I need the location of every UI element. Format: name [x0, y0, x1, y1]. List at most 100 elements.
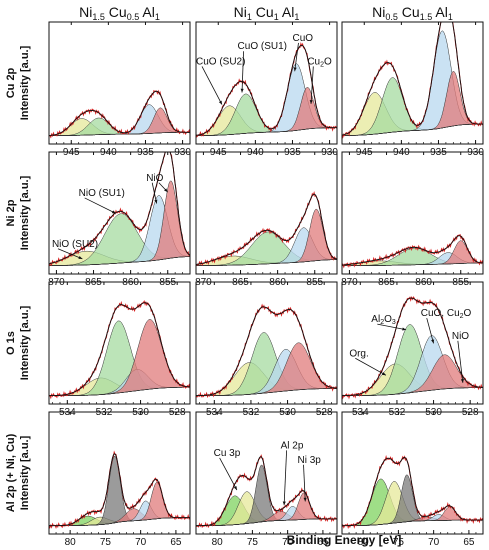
background-line	[49, 517, 190, 527]
x-tick-label: 70	[282, 537, 294, 548]
fit-envelope	[196, 44, 337, 136]
annotation-label: CuO (SU1)	[238, 41, 287, 52]
column-title-element: Al	[139, 4, 155, 20]
panel-frame	[48, 281, 191, 405]
column-title-element: Cu	[398, 4, 420, 20]
row-labels: Cu 2p Intensity [a.u.]Ni 2p Intensity [a.u…	[5, 45, 31, 512]
annotation-arrow	[294, 42, 299, 72]
arrow-head	[154, 199, 158, 204]
annotation-arrow	[457, 340, 464, 383]
annotation-label: CuO (SU2)	[196, 56, 245, 67]
row-label-intensity: Intensity [a.u.]	[19, 305, 31, 380]
annotation-arrow	[355, 357, 387, 376]
column-title-element: Ni	[234, 4, 247, 20]
panel-frame	[195, 281, 338, 405]
column-titles: Ni1.5 Cu0.5 Al1 Ni1 Cu1 Al1 Ni0.5 Cu1.5 Al…	[79, 4, 453, 22]
annotation-label: NiO (SU2)	[52, 239, 98, 250]
annotation-arrow	[241, 51, 244, 93]
arrow-head	[460, 378, 464, 383]
fit-envelope	[196, 456, 337, 527]
fit-envelope	[196, 193, 337, 265]
arrow-head	[111, 210, 116, 214]
fit-envelope	[49, 90, 190, 136]
background-line	[196, 259, 337, 266]
annotation-label: Cu 3p	[214, 448, 241, 459]
row-label-region: Al 2p (+ Ni, Cu)	[5, 433, 17, 512]
column-title-subscript: 1.5	[92, 12, 105, 22]
x-tick-label: 70	[135, 537, 147, 548]
panel-frame	[195, 21, 338, 145]
x-tick-label: 80	[65, 537, 77, 548]
row-label-region: Cu 2p	[5, 67, 17, 98]
column-title-element: Al	[432, 4, 448, 20]
xps-panel: 534 532 530 528	[195, 281, 338, 418]
column-title-subscript: 1	[294, 12, 299, 22]
column-title-element: Ni	[79, 4, 92, 20]
arrow-head	[381, 372, 386, 376]
xps-panel: 945 940 935 930	[341, 21, 484, 158]
panel-frame	[341, 151, 484, 275]
row-label-region: Ni 2p	[5, 199, 17, 226]
arrow-head	[240, 88, 244, 93]
panel-frame	[341, 21, 484, 145]
x-tick-label: 75	[247, 537, 259, 548]
annotation-arrow	[57, 248, 83, 260]
annotation-arrow	[426, 317, 434, 344]
background-line	[342, 387, 483, 397]
fit-envelope	[342, 22, 483, 136]
annotation-label: CuO, Cu2O	[421, 308, 472, 320]
fit-envelope	[342, 456, 483, 527]
x-tick-label: 70	[428, 537, 440, 548]
column-title-subscript: 1	[274, 12, 279, 22]
column-title-subscript: 0.5	[127, 12, 140, 22]
arrow-head	[218, 100, 222, 105]
annotation-label: Cu2O	[307, 56, 332, 68]
x-tick-label: 80	[358, 537, 370, 548]
fit-envelope	[342, 297, 483, 397]
fit-envelope	[49, 453, 190, 527]
x-tick-label: 75	[393, 537, 405, 548]
annotation-label: Al 2p	[281, 440, 304, 451]
annotation-arrow	[283, 450, 287, 506]
annotation-arrow	[377, 323, 407, 331]
background-line	[49, 256, 190, 266]
arrow-head	[293, 67, 297, 72]
column-title-subscript: 1	[155, 12, 160, 22]
xps-panel: 80 75 70 65	[341, 411, 484, 548]
background-line	[342, 262, 483, 267]
annotation-label: NiO	[452, 331, 469, 342]
annotation-arrow	[219, 457, 238, 491]
column-title-element: Cu	[105, 4, 127, 20]
annotation-arrow	[310, 66, 314, 104]
row-label-intensity: Intensity [a.u.]	[19, 45, 31, 120]
panels: 945 940 935 930 945 940 935 930 CuO (SU2) CuO (SU…	[48, 21, 484, 548]
arrow-head	[282, 501, 286, 506]
xps-panel: 945 940 935 930	[48, 21, 191, 158]
row-label-region: O 1s	[5, 331, 17, 355]
column-title-element: Ni	[372, 4, 385, 20]
fit-envelope	[49, 152, 190, 265]
arrow-head	[402, 327, 407, 331]
annotation-label: Al2O3	[371, 314, 396, 326]
annotation-arrow	[303, 464, 306, 502]
arrow-head	[78, 256, 83, 259]
background-line	[49, 386, 190, 397]
xps-panel: 870 865 860 855	[195, 151, 338, 288]
annotation-label: NiO (SU1)	[79, 188, 125, 199]
column-title-element: Cu	[252, 4, 274, 20]
column-title-subscript: 1	[247, 12, 252, 22]
x-tick-label: 65	[317, 537, 329, 548]
column-title: Ni1 Cu1 Al1	[234, 4, 300, 22]
fit-envelope	[196, 306, 337, 397]
annotation-label: CuO	[292, 33, 313, 44]
column-title: Ni1.5 Cu0.5 Al1	[79, 4, 160, 22]
xps-panel: 80 75 70 65 Cu 3p Al 2p Ni 3p	[195, 411, 338, 548]
background-line	[196, 388, 337, 397]
annotation-label: Org.	[349, 348, 368, 359]
panel-frame	[48, 151, 191, 275]
background-line	[342, 519, 483, 527]
